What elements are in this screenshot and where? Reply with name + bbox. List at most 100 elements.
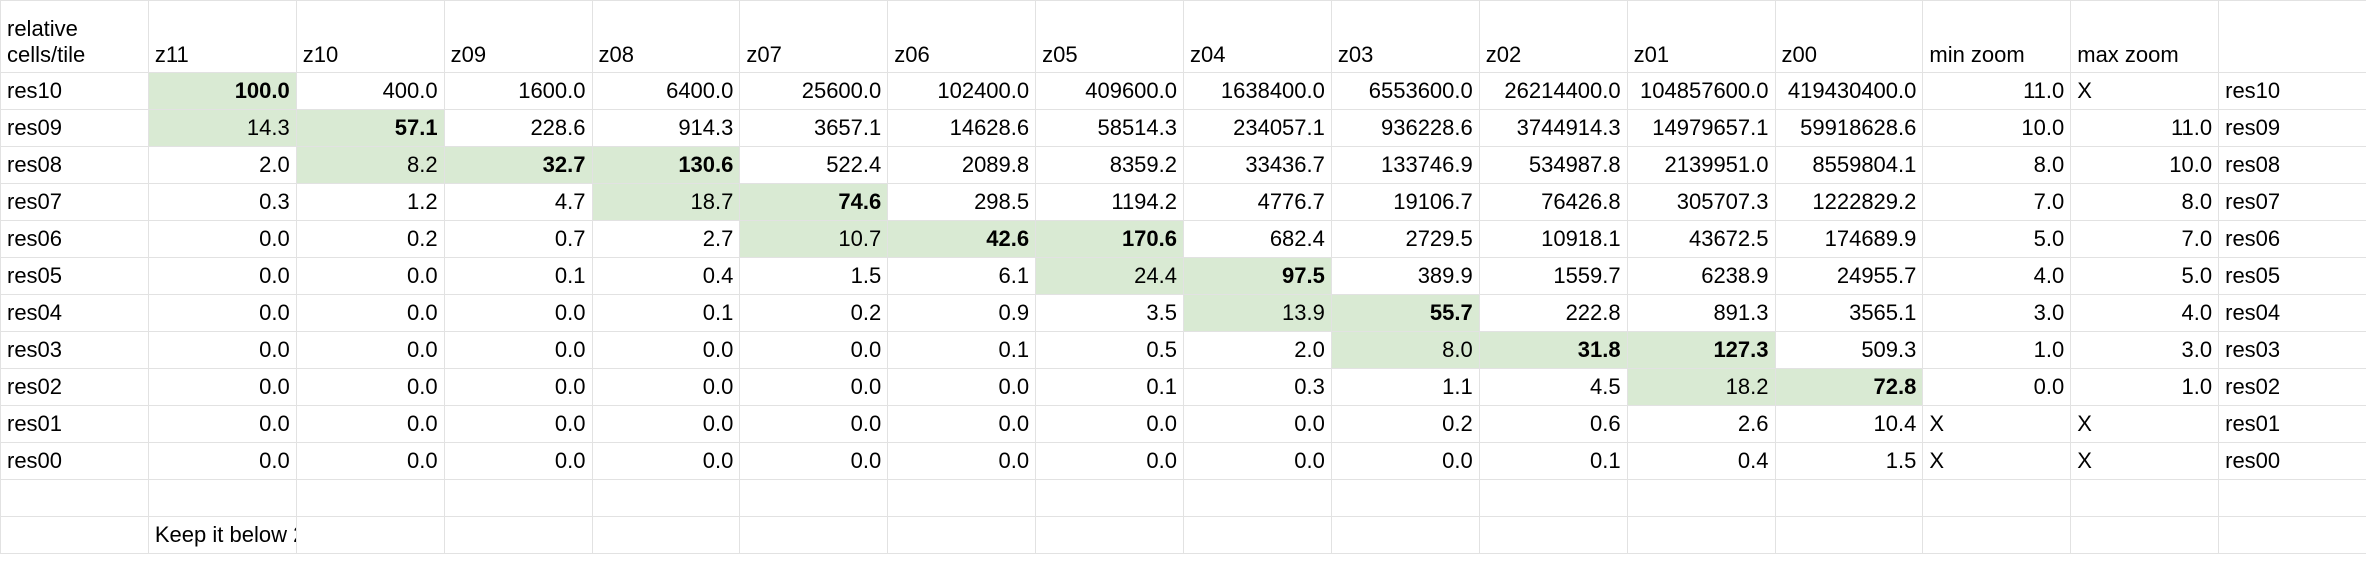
sheet-row: res00 0.0 0.0 0.0 0.0 0.0 0.0 0.0 0.0 0.0 0.1 0.4 1.… xyxy=(0,442,2366,480)
cell: 0.0 xyxy=(295,331,445,369)
cell: 0.3 xyxy=(147,183,297,221)
note: Keep it below 200! xyxy=(147,516,297,554)
cell: res00 xyxy=(0,442,149,480)
cell: 0.2 xyxy=(739,294,889,332)
cell xyxy=(0,479,149,517)
cell: 0.4 xyxy=(591,257,741,295)
header-cell: z03 xyxy=(1330,0,1480,73)
cell: 14628.6 xyxy=(887,109,1037,147)
cell: 419430400.0 xyxy=(1774,72,1924,110)
cell: 222.8 xyxy=(1478,294,1628,332)
cell: 0.1 xyxy=(1035,368,1184,406)
cell: 14979657.1 xyxy=(1626,109,1776,147)
cell: 0.0 xyxy=(1183,442,1332,480)
cell: 58514.3 xyxy=(1035,109,1184,147)
cell: 102400.0 xyxy=(887,72,1037,110)
cell: 0.0 xyxy=(295,442,445,480)
cell: 0.1 xyxy=(887,331,1037,369)
cell: res08 xyxy=(0,146,149,184)
cell: 0.0 xyxy=(295,368,445,406)
cell: res04 xyxy=(0,294,149,332)
cell: 33436.7 xyxy=(1183,146,1332,184)
cell: 0.5 xyxy=(1035,331,1184,369)
cell: 1222829.2 xyxy=(1774,183,1924,221)
header-cell: z07 xyxy=(739,0,889,73)
cell: 76426.8 xyxy=(1478,183,1628,221)
header-cell xyxy=(2218,0,2366,73)
cell: res07 xyxy=(2218,183,2366,221)
cell: 7.0 xyxy=(2070,220,2220,258)
cell xyxy=(295,479,445,517)
cell: 18.7 xyxy=(591,183,741,221)
cell: 0.4 xyxy=(1626,442,1776,480)
sheet-row: res10 100.0 400.0 1600.0 6400.0 25600.0 102400… xyxy=(0,72,2366,110)
cell: 0.0 xyxy=(443,368,593,406)
header-cell: z00 xyxy=(1774,0,1924,73)
cell xyxy=(2070,479,2220,517)
cell: 8.0 xyxy=(1922,146,2072,184)
cell: 0.0 xyxy=(739,442,889,480)
sheet-row: res03 0.0 0.0 0.0 0.0 0.0 0.1 0.5 2.0 8.0 31.8 127.… xyxy=(0,331,2366,369)
cell: 0.0 xyxy=(887,368,1037,406)
cell: 936228.6 xyxy=(1330,109,1480,147)
cell: 305707.3 xyxy=(1626,183,1776,221)
cell: 891.3 xyxy=(1626,294,1776,332)
cell: res05 xyxy=(0,257,149,295)
header-cell: z08 xyxy=(591,0,741,73)
cell: X xyxy=(2070,72,2220,110)
header-cell: relative cells/tile xyxy=(0,0,149,73)
cell: res07 xyxy=(0,183,149,221)
cell: 59918628.6 xyxy=(1774,109,1924,147)
cell xyxy=(887,516,1037,554)
cell: 5.0 xyxy=(1922,220,2072,258)
cell: 509.3 xyxy=(1774,331,1924,369)
cell: 1559.7 xyxy=(1478,257,1628,295)
cell: 0.1 xyxy=(591,294,741,332)
cell: 127.3 xyxy=(1626,331,1776,369)
cell: 0.0 xyxy=(147,368,297,406)
cell: 6400.0 xyxy=(591,72,741,110)
cell: 0.0 xyxy=(739,368,889,406)
cell: 0.0 xyxy=(295,257,445,295)
cell: 234057.1 xyxy=(1183,109,1332,147)
cell: res06 xyxy=(0,220,149,258)
cell xyxy=(0,516,149,554)
cell: 3.0 xyxy=(1922,294,2072,332)
cell: res04 xyxy=(2218,294,2366,332)
cell: 0.0 xyxy=(591,331,741,369)
cell: 1.5 xyxy=(739,257,889,295)
header-cell: z04 xyxy=(1183,0,1332,73)
cell: res05 xyxy=(2218,257,2366,295)
header-cell: min zoom xyxy=(1922,0,2072,73)
cell: 18.2 xyxy=(1626,368,1776,406)
sheet-row: res08 2.0 8.2 32.7 130.6 522.4 2089.8 8359.2 334… xyxy=(0,146,2366,184)
cell xyxy=(591,516,741,554)
cell: X xyxy=(1922,405,2072,443)
cell xyxy=(1626,516,1776,554)
header-cell: max zoom xyxy=(2070,0,2220,73)
cell: 1.0 xyxy=(1922,331,2072,369)
cell: 72.8 xyxy=(1774,368,1924,406)
cell: 0.2 xyxy=(1330,405,1480,443)
cell: 4.7 xyxy=(443,183,593,221)
cell: 0.0 xyxy=(887,442,1037,480)
cell xyxy=(295,516,445,554)
cell: res06 xyxy=(2218,220,2366,258)
cell: 43672.5 xyxy=(1626,220,1776,258)
cell: 0.1 xyxy=(1478,442,1628,480)
cell: 534987.8 xyxy=(1478,146,1628,184)
cell: 57.1 xyxy=(295,109,445,147)
cell: 5.0 xyxy=(2070,257,2220,295)
cell xyxy=(1183,479,1332,517)
cell: 682.4 xyxy=(1183,220,1332,258)
cell: 42.6 xyxy=(887,220,1037,258)
cell: 2139951.0 xyxy=(1626,146,1776,184)
cell: 0.0 xyxy=(147,442,297,480)
cell: 97.5 xyxy=(1183,257,1332,295)
sheet-row: res07 0.3 1.2 4.7 18.7 74.6 298.5 1194.2 4776.7 1… xyxy=(0,183,2366,221)
cell: 6238.9 xyxy=(1626,257,1776,295)
cell xyxy=(2070,516,2220,554)
cell: 13.9 xyxy=(1183,294,1332,332)
cell: 0.0 xyxy=(591,368,741,406)
